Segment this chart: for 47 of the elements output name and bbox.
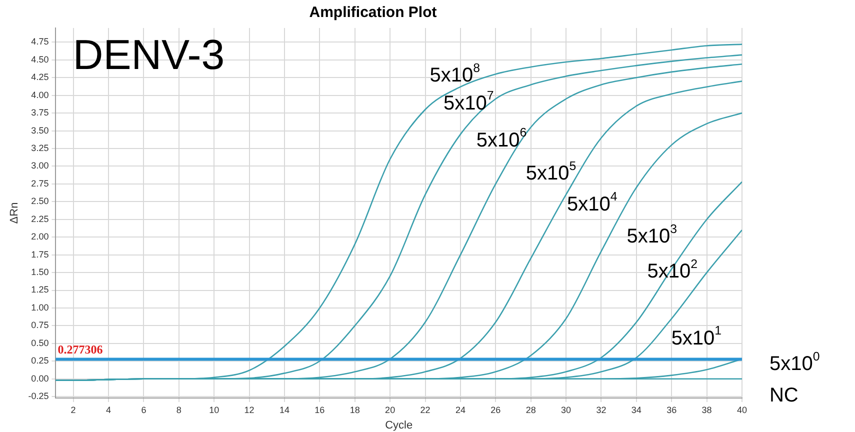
x-tick-label: 36 (666, 404, 677, 415)
x-tick-label: 32 (596, 404, 606, 415)
y-tick-label: 0.00 (31, 373, 49, 384)
y-tick-label: 3.25 (31, 142, 49, 153)
x-tick-label: 6 (141, 404, 146, 415)
ref-line-label: 0.277306 (58, 342, 103, 356)
x-tick-label: 26 (490, 404, 501, 415)
x-axis-title: Cycle (385, 419, 413, 432)
x-tick-label: 30 (561, 404, 572, 415)
x-tick-label: 40 (736, 404, 748, 415)
y-tick-label: 2.00 (31, 232, 49, 242)
y-tick-label: 4.25 (31, 72, 49, 82)
y-tick-label: 4.75 (31, 36, 49, 47)
x-tick-label: 2 (70, 404, 76, 415)
y-tick-label: 3.00 (31, 160, 49, 171)
series-label: NC (769, 384, 798, 407)
x-tick-label: 12 (244, 404, 254, 415)
x-tick-label: 8 (176, 404, 182, 415)
y-tick-label: 1.50 (31, 267, 49, 278)
y-axis-title: ΔRn (8, 202, 21, 224)
x-tick-label: 28 (526, 404, 536, 415)
y-tick-label: 1.75 (31, 249, 49, 260)
y-tick-label: 2.25 (31, 214, 49, 224)
y-tick-label: 0.50 (31, 338, 49, 348)
x-tick-label: 16 (314, 404, 325, 415)
y-tick-label: 2.75 (31, 178, 49, 188)
y-tick-label: 3.75 (31, 108, 49, 118)
x-tick-label: 20 (385, 404, 396, 415)
x-tick-label: 18 (350, 404, 360, 415)
y-tick-label: 0.25 (31, 356, 49, 366)
y-tick-label: 1.25 (31, 284, 49, 295)
x-tick-label: 10 (209, 404, 220, 415)
y-tick-label: 0.75 (31, 320, 49, 330)
x-tick-label: 24 (455, 404, 466, 415)
y-tick-label: 4.50 (31, 54, 49, 64)
x-tick-label: 38 (702, 404, 712, 415)
y-tick-label: 2.50 (31, 196, 49, 206)
y-tick-label: 3.50 (31, 125, 49, 136)
y-tick-label: 4.00 (31, 90, 49, 100)
x-tick-label: 34 (631, 404, 642, 415)
annotation: DENV-3 (72, 31, 225, 78)
x-tick-label: 4 (106, 404, 112, 415)
x-tick-label: 22 (420, 404, 430, 415)
chart-title: Amplification Plot (309, 4, 437, 22)
x-tick-label: 14 (279, 404, 290, 415)
y-tick-label: 1.00 (31, 302, 49, 312)
y-tick-label: -0.25 (28, 391, 49, 402)
